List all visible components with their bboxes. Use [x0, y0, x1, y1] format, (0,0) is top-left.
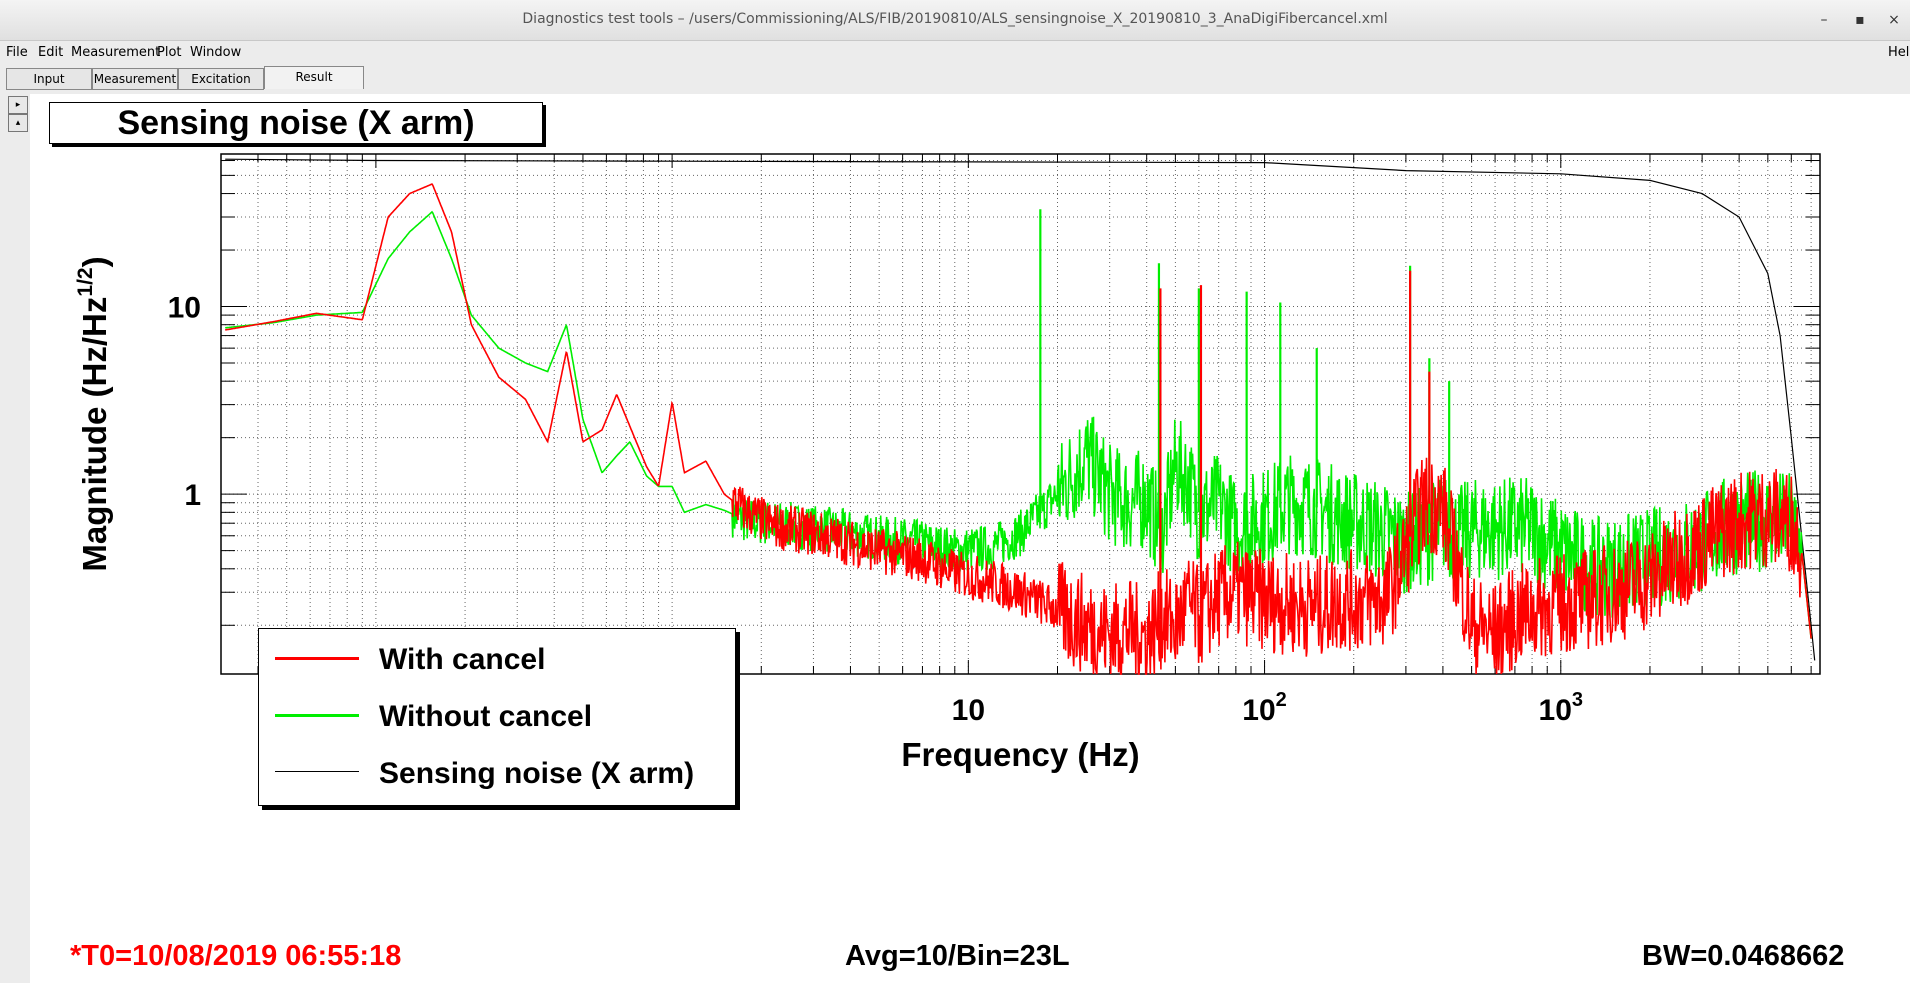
x-tick-label: 10	[952, 694, 985, 727]
legend-swatch-without-cancel	[275, 714, 359, 717]
legend-label-with-cancel: With cancel	[379, 643, 546, 676]
close-button[interactable]: ×	[1888, 12, 1900, 28]
tab-excitation[interactable]: Excitation	[178, 68, 264, 90]
legend-item-with-cancel: With cancel	[259, 637, 729, 681]
plot-canvas: 10-1110102103110Frequency (Hz)Magnitude …	[30, 94, 1910, 983]
legend-label-without-cancel: Without cancel	[379, 700, 593, 733]
window-title-bar: Diagnostics test tools – /users/Commissi…	[0, 0, 1910, 41]
menu-plot[interactable]: Plot	[157, 45, 182, 60]
tab-bar: Input Measurement Excitation Result	[0, 66, 1910, 90]
minimize-button[interactable]: –	[1820, 12, 1828, 28]
tab-input[interactable]: Input	[6, 68, 92, 90]
status-bandwidth: BW=0.0468662	[1642, 940, 1845, 972]
x-axis-label: Frequency (Hz)	[901, 736, 1139, 773]
expand-right-icon[interactable]: ▸	[8, 96, 28, 114]
legend-item-sensing-noise: Sensing noise (X arm)	[259, 751, 729, 795]
y-tick-label: 10	[168, 292, 201, 325]
window-title: Diagnostics test tools – /users/Commissi…	[522, 11, 1388, 27]
x-tick-label: 102	[1242, 689, 1287, 727]
plot-title: Sensing noise (X arm)	[49, 102, 543, 144]
tab-result[interactable]: Result	[264, 66, 364, 89]
series-line-with-cancel	[224, 183, 1812, 675]
series-line-without-cancel	[225, 210, 1812, 639]
expand-up-icon[interactable]: ▴	[8, 114, 28, 132]
legend-swatch-sensing-noise	[275, 771, 359, 772]
chart-legend: With cancel Without cancel Sensing noise…	[258, 628, 736, 806]
legend-label-sensing-noise: Sensing noise (X arm)	[379, 757, 695, 790]
y-axis-label: Magnitude (Hz/Hz1/2)	[74, 256, 113, 571]
menu-edit[interactable]: Edit	[38, 45, 64, 60]
menu-file[interactable]: File	[6, 45, 28, 60]
magnitude-chart: 10-1110102103110Frequency (Hz)Magnitude …	[74, 153, 1821, 773]
maximize-button[interactable]: ▪	[1855, 12, 1865, 28]
x-tick-label: 103	[1539, 689, 1584, 727]
menu-measurement[interactable]: Measurement	[71, 45, 161, 60]
status-t0: *T0=10/08/2019 06:55:18	[70, 940, 402, 972]
menu-bar: File Edit Measurement Plot Window Help	[0, 41, 1910, 63]
status-avg-bin: Avg=10/Bin=23L	[845, 940, 1070, 972]
menu-window[interactable]: Window	[190, 45, 242, 60]
series-line-sensing-noise	[225, 158, 1816, 661]
menu-help[interactable]: Help	[1888, 45, 1910, 60]
tab-measurement[interactable]: Measurement	[92, 68, 178, 90]
plot-frame	[220, 153, 1821, 675]
legend-swatch-with-cancel	[275, 657, 359, 660]
legend-item-without-cancel: Without cancel	[259, 694, 729, 738]
y-tick-label: 1	[184, 479, 201, 512]
